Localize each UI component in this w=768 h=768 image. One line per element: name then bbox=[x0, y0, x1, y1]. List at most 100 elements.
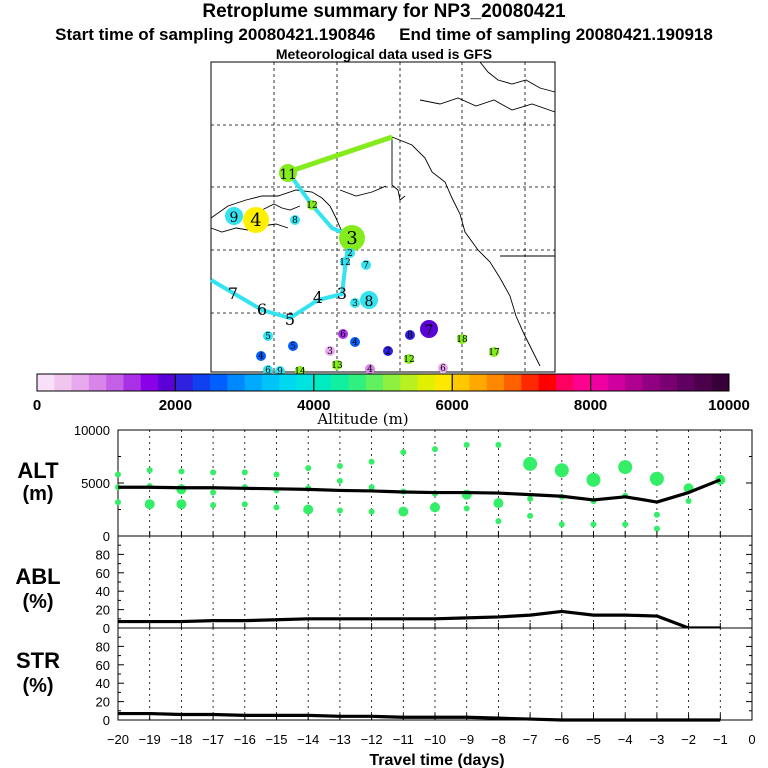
colorbar-tick-label: 6000 bbox=[436, 397, 469, 414]
colorbar-swatch bbox=[140, 374, 159, 391]
map-label-text: 4 bbox=[258, 352, 264, 362]
colorbar-swatch bbox=[383, 374, 401, 391]
map-day-label: 5 bbox=[263, 331, 273, 342]
x-tick-label: −1 bbox=[713, 732, 728, 747]
map-marker bbox=[325, 346, 335, 356]
colorbar-swatch bbox=[71, 374, 90, 391]
x-axis-label: Travel time (days) bbox=[369, 752, 504, 768]
colorbar-swatch bbox=[261, 374, 280, 391]
map-marker bbox=[339, 225, 365, 251]
alt-point bbox=[463, 505, 470, 512]
map-day-label: 6 bbox=[263, 365, 273, 376]
map-day-label: 4 bbox=[350, 337, 360, 348]
map-day-label: 5 bbox=[288, 341, 298, 352]
alt-point bbox=[273, 504, 280, 511]
map-label-text: 9 bbox=[277, 367, 283, 377]
alt-point bbox=[527, 495, 534, 502]
map-day-label: 7 bbox=[420, 320, 438, 339]
colorbar-tick-label: 8000 bbox=[574, 397, 607, 414]
y-tick-label: 20 bbox=[96, 603, 110, 618]
map-marker bbox=[340, 257, 350, 267]
colorbar-swatch bbox=[434, 374, 453, 391]
colorbar-swatch bbox=[210, 374, 228, 391]
map-label-text: 8 bbox=[407, 331, 413, 341]
map-day-label: 12 bbox=[306, 200, 318, 211]
map-label-text: 9 bbox=[230, 210, 239, 226]
colorbar-swatch bbox=[642, 374, 661, 391]
x-tick-label: −15 bbox=[265, 732, 287, 747]
alt-point bbox=[554, 463, 569, 478]
series-line-str bbox=[118, 711, 721, 722]
colorbar-tick-label: 10000 bbox=[708, 397, 750, 414]
colorbar-swatch bbox=[123, 374, 142, 391]
alt-point bbox=[430, 502, 440, 513]
x-tick-label: −18 bbox=[170, 732, 192, 747]
map-label-text: 12 bbox=[339, 258, 350, 268]
series-line-alt bbox=[118, 478, 721, 504]
map-day-label: 12 bbox=[339, 257, 351, 268]
track-day-label: 3 bbox=[337, 284, 347, 303]
colorbar-swatch bbox=[538, 374, 557, 391]
chart-title: Retroplume summary for NP3_20080421 bbox=[202, 1, 566, 22]
colorbar-axis-label: Altitude (m) bbox=[316, 410, 408, 428]
panel-ylabel-units: (m) bbox=[22, 483, 53, 505]
map-marker bbox=[256, 351, 266, 361]
map-marker bbox=[489, 347, 499, 357]
map-marker bbox=[290, 215, 300, 225]
map-label-text: 12 bbox=[306, 201, 317, 211]
x-tick-label: −16 bbox=[234, 732, 256, 747]
x-tick-label: −4 bbox=[618, 732, 633, 747]
map-day-label: 7 bbox=[361, 260, 371, 271]
alt-point bbox=[210, 469, 217, 476]
map-label-text: 11 bbox=[279, 167, 297, 183]
colorbar-swatch bbox=[279, 374, 297, 391]
map-marker bbox=[279, 164, 297, 182]
map-label-text: 6 bbox=[340, 330, 346, 340]
y-tick-label: 0 bbox=[103, 529, 110, 544]
x-tick-label: −9 bbox=[459, 732, 474, 747]
colorbar-tick-label: 2000 bbox=[159, 397, 192, 414]
map-label-text: 3 bbox=[352, 299, 358, 309]
map-day-label: 11 bbox=[279, 164, 297, 183]
alt-point bbox=[176, 499, 187, 510]
map-label-text: 2 bbox=[347, 249, 353, 259]
colorbar: 0 2000 4000 6000 8000 10000 Altitude (m) bbox=[33, 373, 750, 428]
map-day-label: 17 bbox=[488, 347, 500, 358]
map-label-text: 3 bbox=[346, 228, 357, 249]
colorbar-swatch bbox=[175, 374, 194, 391]
map-marker bbox=[405, 330, 415, 340]
track-day-label: 7 bbox=[228, 284, 238, 303]
panel-ylabel: ALT bbox=[17, 458, 59, 483]
y-tick-label: 40 bbox=[96, 584, 110, 599]
map-label-text: 12 bbox=[403, 355, 414, 365]
colorbar-swatch bbox=[54, 374, 73, 391]
panel-ylabel-units: (%) bbox=[22, 591, 53, 613]
x-tick-label: −11 bbox=[393, 732, 414, 747]
map-day-label: 13 bbox=[331, 360, 343, 371]
map-label-text: 8 bbox=[365, 294, 374, 310]
colorbar-swatch bbox=[607, 374, 626, 391]
map-label-text: 6 bbox=[440, 364, 446, 374]
series-line-abl bbox=[118, 609, 721, 630]
map-marker bbox=[307, 200, 317, 210]
map-day-label: 18 bbox=[456, 334, 468, 345]
x-tick-label: −19 bbox=[139, 732, 161, 747]
map-marker bbox=[420, 320, 438, 338]
map-label-text: 7 bbox=[425, 323, 434, 339]
alt-point bbox=[336, 477, 343, 484]
colorbar-swatch bbox=[417, 374, 436, 391]
panel-ylabel: ABL bbox=[15, 564, 60, 589]
x-tick-label: −14 bbox=[297, 732, 319, 747]
y-tick-label: 80 bbox=[96, 547, 110, 562]
track-day-label: 6 bbox=[257, 300, 267, 319]
x-tick-label: −2 bbox=[681, 732, 696, 747]
alt-point bbox=[495, 441, 502, 448]
map-label-text: 5 bbox=[290, 342, 296, 352]
map-label-text: 14 bbox=[294, 367, 306, 377]
colorbar-swatch bbox=[469, 374, 488, 391]
alt-point bbox=[653, 511, 660, 518]
alt-point bbox=[368, 458, 375, 465]
map-day-label: 12 bbox=[403, 354, 415, 365]
map-marker bbox=[263, 365, 273, 375]
